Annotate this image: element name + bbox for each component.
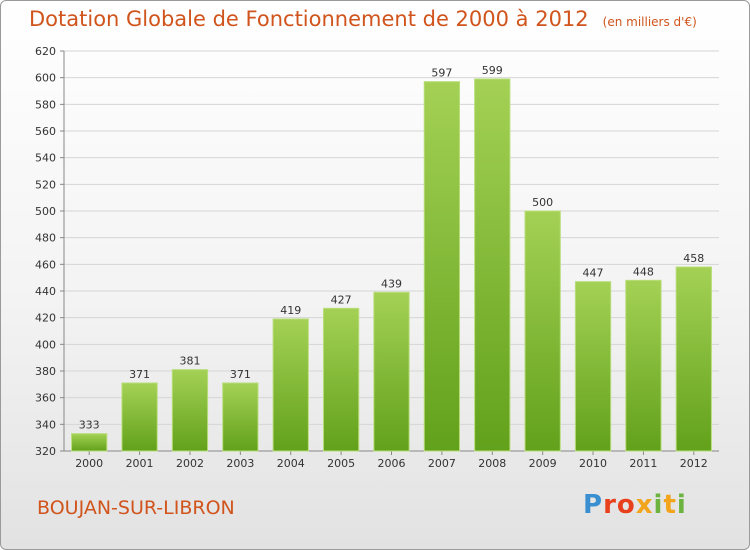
x-tick-label: 2012	[680, 457, 708, 470]
x-tick-label: 2002	[176, 457, 204, 470]
y-tick-label: 380	[35, 365, 56, 378]
bar-2006	[373, 291, 410, 452]
y-tick-label: 340	[35, 418, 56, 431]
y-tick-label: 540	[35, 152, 56, 165]
y-tick-label: 460	[35, 258, 56, 271]
bar-2004	[272, 318, 309, 452]
axis-layer: 320 340 360 380 400 420 440 460 480 500 520 540 560 5…	[35, 45, 719, 470]
y-tick-label: 580	[35, 98, 56, 111]
chart-unit: (en milliers d'€)	[602, 15, 697, 29]
value-label: 419	[280, 304, 301, 317]
bar-2000	[71, 433, 108, 452]
value-label: 381	[179, 355, 200, 368]
value-label: 597	[431, 67, 452, 80]
x-tick-label: 2010	[579, 457, 607, 470]
bar-2002	[171, 369, 209, 452]
commune-name: BOUJAN-SUR-LIBRON	[37, 497, 235, 519]
x-tick-label: 2009	[529, 457, 557, 470]
value-label: 448	[633, 265, 654, 278]
y-tick-label: 400	[35, 338, 56, 351]
label-layer: 333 371 381 371 419 427 439 597 599 500 447 448 458	[79, 64, 705, 432]
chart-title-text: Dotation Globale de Fonctionnement de 20…	[29, 7, 589, 31]
y-tick-label: 600	[35, 72, 56, 85]
x-tick-label: 2001	[126, 457, 154, 470]
y-tick-label: 620	[35, 45, 56, 58]
y-tick-label: 500	[35, 205, 56, 218]
y-tick-label: 560	[35, 125, 56, 138]
x-tick-label: 2005	[327, 457, 355, 470]
bar-2009	[524, 210, 561, 452]
x-tick-label: 2000	[75, 457, 103, 470]
bar-2005	[322, 307, 360, 452]
value-label: 427	[331, 293, 352, 306]
proxiti-logo[interactable]: Proxiti	[583, 490, 687, 520]
value-label: 439	[381, 277, 402, 290]
y-tick-label: 520	[35, 178, 56, 191]
x-tick-label: 2008	[478, 457, 506, 470]
value-label: 333	[79, 419, 100, 432]
bar-2010	[574, 281, 612, 452]
value-label: 500	[532, 196, 553, 209]
value-label: 599	[482, 64, 503, 77]
value-label: 371	[129, 368, 150, 381]
y-tick-label: 440	[35, 285, 56, 298]
bar-2011	[625, 279, 662, 452]
y-tick-label: 480	[35, 232, 56, 245]
bar-2008	[474, 78, 511, 452]
bar-2003	[222, 382, 259, 452]
y-tick-label: 360	[35, 392, 56, 405]
x-tick-label: 2011	[629, 457, 657, 470]
x-tick-label: 2003	[226, 457, 254, 470]
x-tick-label: 2006	[378, 457, 406, 470]
value-label: 371	[230, 368, 251, 381]
bar-2001	[121, 382, 158, 452]
value-label: 458	[683, 252, 704, 265]
x-tick-label: 2007	[428, 457, 456, 470]
bar-2012	[675, 266, 712, 452]
bar-2007	[423, 81, 461, 452]
chart-title: Dotation Globale de Fonctionnement de 20…	[29, 7, 697, 31]
y-tick-label: 420	[35, 312, 56, 325]
bar-layer	[71, 78, 712, 452]
y-tick-label: 320	[35, 445, 56, 458]
x-tick-label: 2004	[277, 457, 305, 470]
value-label: 447	[583, 267, 604, 280]
